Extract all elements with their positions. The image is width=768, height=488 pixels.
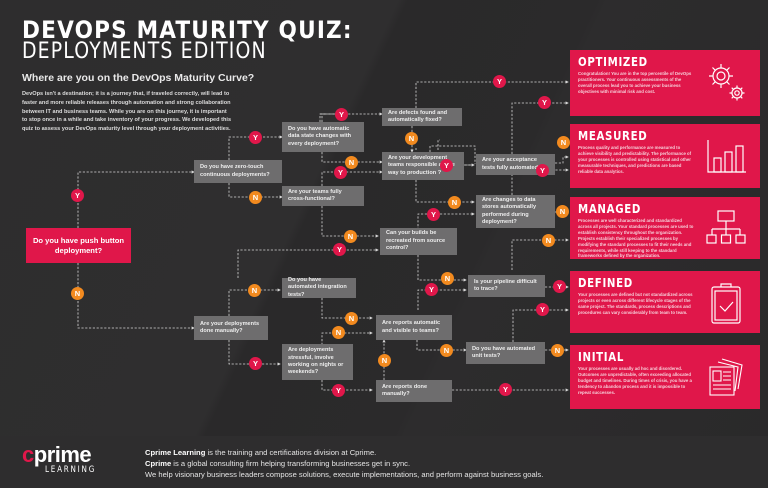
question-builds[interactable]: Can your builds be recreated from source… (380, 228, 457, 255)
yes-badge: Y (536, 164, 549, 177)
no-badge: N (345, 156, 358, 169)
no-badge: N (71, 287, 84, 300)
org-chart-icon (706, 210, 746, 244)
question-stressful-deployments[interactable]: Are deployments stressful, involve worki… (282, 344, 353, 380)
page-subtitle-edition: DEPLOYMENTS EDITION (22, 39, 267, 64)
logo-learning: LEARNING (45, 465, 97, 475)
result-description: Process quality and performance are meas… (578, 145, 692, 174)
documents-icon (709, 358, 743, 396)
yes-badge: Y (427, 208, 440, 221)
result-title: DEFINED (578, 276, 633, 290)
yes-badge: Y (334, 166, 347, 179)
result-description: Your processes are defined but not stand… (578, 292, 693, 315)
no-badge: N (344, 230, 357, 243)
no-badge: N (248, 284, 261, 297)
yes-badge: Y (335, 108, 348, 121)
yes-badge: Y (538, 96, 551, 109)
page-title: DEVOPS MATURITY QUIZ: (22, 16, 353, 44)
result-title: OPTIMIZED (578, 55, 648, 69)
no-badge: N (556, 205, 569, 218)
yes-badge: Y (553, 280, 566, 293)
yes-badge: Y (425, 283, 438, 296)
question-cross-functional[interactable]: Are your teams fully cross-functional? (282, 186, 364, 206)
question-data-state[interactable]: Do you have automatic data state changes… (282, 122, 364, 152)
yes-badge: Y (499, 383, 512, 396)
question-data-stores[interactable]: Are changes to data stores automatically… (476, 195, 555, 228)
yes-badge: Y (249, 131, 262, 144)
start-question-push-button[interactable]: Do you have push button deployment? (26, 228, 131, 263)
result-measured[interactable]: MEASURED Process quality and performance… (570, 124, 760, 188)
clipboard-check-icon (711, 283, 741, 324)
question-pipeline[interactable]: Is your pipeline difficult to trace? (468, 275, 545, 297)
result-managed[interactable]: MANAGED Processes are well characterized… (570, 197, 760, 259)
question-zero-touch[interactable]: Do you have zero-touch continuous deploy… (194, 160, 282, 183)
section-heading: Where are you on the DevOps Maturity Cur… (22, 72, 255, 84)
result-title: MEASURED (578, 129, 648, 143)
question-manual-deployments[interactable]: Are your deployments done manually? (194, 316, 268, 340)
yes-badge: Y (493, 75, 506, 88)
question-defects[interactable]: Are defects found and automatically fixe… (382, 108, 462, 126)
result-description: Processes are well characterized and sta… (578, 218, 694, 259)
yes-badge: Y (71, 189, 84, 202)
question-acceptance-tests[interactable]: Are your acceptance tests fully automate… (476, 154, 555, 175)
question-unit-tests[interactable]: Do you have automated unit tests? (466, 342, 545, 364)
question-reports-manual[interactable]: Are reports done manually? (376, 380, 452, 402)
yes-badge: Y (249, 357, 262, 370)
yes-badge: Y (440, 159, 453, 172)
no-badge: N (551, 344, 564, 357)
no-badge: N (448, 196, 461, 209)
no-badge: N (441, 272, 454, 285)
bar-chart-icon (707, 140, 746, 173)
result-optimized[interactable]: OPTIMIZED Congratulation! You are in the… (570, 50, 760, 116)
cprime-logo: cprime LEARNING (22, 442, 97, 475)
no-badge: N (249, 191, 262, 204)
footer-band (0, 436, 768, 488)
intro-paragraph: DevOps isn't a destination; it is a jour… (22, 91, 232, 133)
result-description: Your processes are usually ad hoc and di… (578, 366, 692, 395)
no-badge: N (542, 234, 555, 247)
question-integration-tests[interactable]: Do you have automated integration tests? (282, 277, 356, 298)
question-reports-automatic[interactable]: Are reports automatic and visible to tea… (376, 315, 452, 340)
result-description: Congratulation! You are in the top perce… (578, 71, 692, 94)
result-initial[interactable]: INITIAL Your processes are usually ad ho… (570, 345, 760, 409)
no-badge: N (378, 354, 391, 367)
no-badge: N (405, 132, 418, 145)
no-badge: N (557, 136, 570, 149)
yes-badge: Y (536, 303, 549, 316)
no-badge: N (440, 344, 453, 357)
result-title: MANAGED (578, 202, 642, 216)
result-title: INITIAL (578, 350, 625, 364)
gears-icon (709, 64, 745, 101)
footer-text: Cprime Learning is the training and cert… (145, 448, 544, 479)
no-badge: N (332, 326, 345, 339)
result-defined[interactable]: DEFINED Your processes are defined but n… (570, 271, 760, 333)
yes-badge: Y (333, 243, 346, 256)
no-badge: N (345, 312, 358, 325)
yes-badge: Y (332, 384, 345, 397)
